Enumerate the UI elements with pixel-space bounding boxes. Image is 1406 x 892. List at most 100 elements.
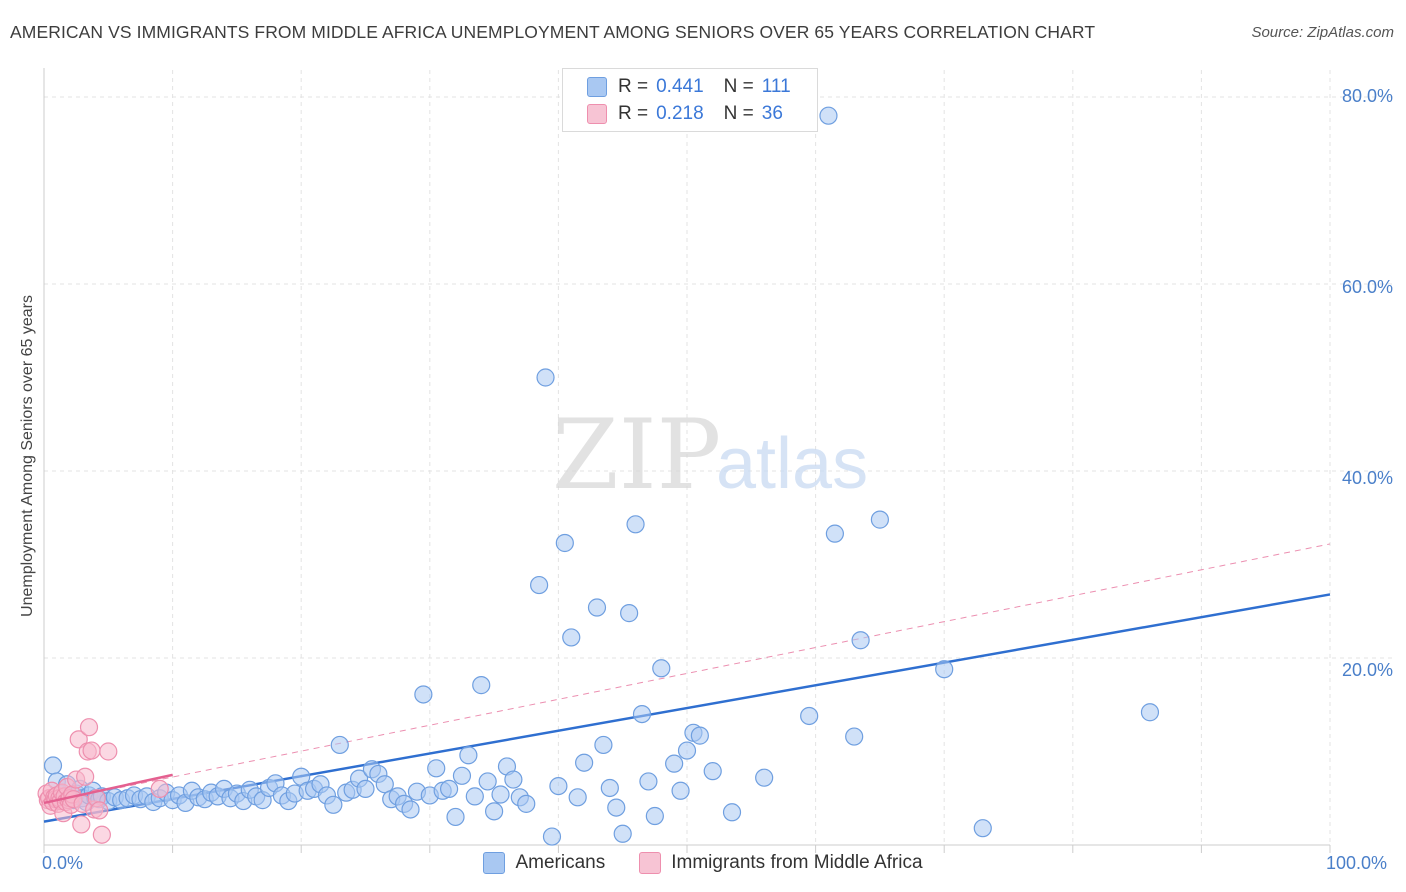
immigrants-point [82,741,101,760]
americans-point [414,685,433,704]
americans-swatch [587,77,607,97]
americans-point [626,515,645,534]
trend-lines [43,543,1331,823]
americans-point [575,753,594,772]
n-value: 36 [761,103,783,124]
americans-point [549,776,568,796]
americans-point [439,779,459,799]
americans-point [375,775,394,794]
americans-point [587,598,607,617]
axes [43,68,1331,853]
americans-point [465,787,484,806]
legend-item-americans: Americans [483,852,605,874]
americans-point [452,766,472,785]
americans-point [632,704,652,724]
legend-label: Americans [515,852,606,873]
r-value: 0.218 [656,103,704,124]
americans-point [1140,703,1160,722]
legend-label: Immigrants from Middle Africa [671,852,923,873]
x-tick-label: 100.0% [1326,853,1388,873]
americans-point [607,798,626,817]
immigrants-trend-line [43,773,173,805]
americans-point [639,772,658,791]
americans-point [845,727,864,746]
americans-point [446,807,465,827]
chart-title: AMERICAN VS IMMIGRANTS FROM MIDDLE AFRIC… [10,22,1096,42]
americans-point [542,827,562,846]
americans-point [530,575,549,595]
americans-point [459,746,478,765]
source-label: Source: ZipAtlas.com [1251,24,1394,41]
americans-point [427,759,446,778]
watermark-atlas: atlas [716,424,868,504]
series-legend: Americans Immigrants from Middle Africa [0,852,1406,874]
americans-point [690,726,709,745]
americans-point [43,756,63,775]
immigrants-trend-extended [43,543,1331,804]
americans-point [401,800,420,819]
r-label: R = [618,76,649,97]
americans-trend-line [43,593,1331,823]
y-tick-label: 40.0% [1341,468,1393,488]
americans-point [478,772,497,791]
r-value: 0.441 [656,76,704,97]
americans-point [472,676,491,695]
correlation-legend: R = 0.441 N = 111 R = 0.218 N = 36 [562,68,818,132]
americans-point [356,779,375,799]
americans-swatch [483,852,506,874]
immigrants-point [79,718,99,737]
americans-point [825,524,844,543]
americans-point [973,819,992,838]
americans-point [620,604,639,623]
n-label: N = [723,76,754,97]
immigrants-point [72,815,91,834]
americans-point [703,762,722,781]
immigrants-point [92,825,111,844]
americans-point [652,659,671,678]
americans-point [568,788,587,807]
americans-point [819,106,838,125]
legend-row-americans: R = 0.441 N = 111 [587,75,791,99]
grid [44,70,1392,845]
americans-point [562,628,581,647]
immigrants-point [69,730,88,749]
legend-row-immigrants: R = 0.218 N = 36 [587,102,783,126]
r-label: R = [618,103,649,124]
americans-point [517,794,536,813]
americans-point [594,735,613,755]
americans-point [677,741,697,760]
americans-point [504,770,523,789]
immigrants-point [76,767,95,786]
immigrants-swatch [639,852,662,874]
watermark: ZIP atlas [552,399,868,511]
americans-point [671,781,690,800]
immigrants-point [90,801,109,820]
americans-point [755,768,774,787]
americans-point [330,735,349,755]
americans-point [613,824,632,843]
americans-point [870,510,890,529]
americans-point [536,368,555,387]
y-tick-label: 20.0% [1341,660,1393,680]
americans-point [935,660,954,679]
americans-point [555,533,574,553]
immigrants-point [99,742,118,761]
immigrants-points [37,718,173,844]
americans-point [485,802,504,821]
legend-item-immigrants: Immigrants from Middle Africa [639,852,923,874]
y-axis-label: Unemployment Among Seniors over 65 years [19,295,36,617]
x-tick-label: 0.0% [42,853,84,873]
n-value: 111 [761,76,791,97]
americans-points [43,106,1160,846]
americans-point [324,795,343,814]
immigrants-point [150,779,169,799]
y-tick-label: 60.0% [1341,277,1393,297]
watermark-zip: ZIP [552,399,721,511]
americans-point [851,631,870,650]
americans-point [600,778,619,798]
americans-point [645,806,664,826]
n-label: N = [723,103,754,124]
americans-point [722,803,742,822]
y-tick-label: 80.0% [1341,86,1393,106]
